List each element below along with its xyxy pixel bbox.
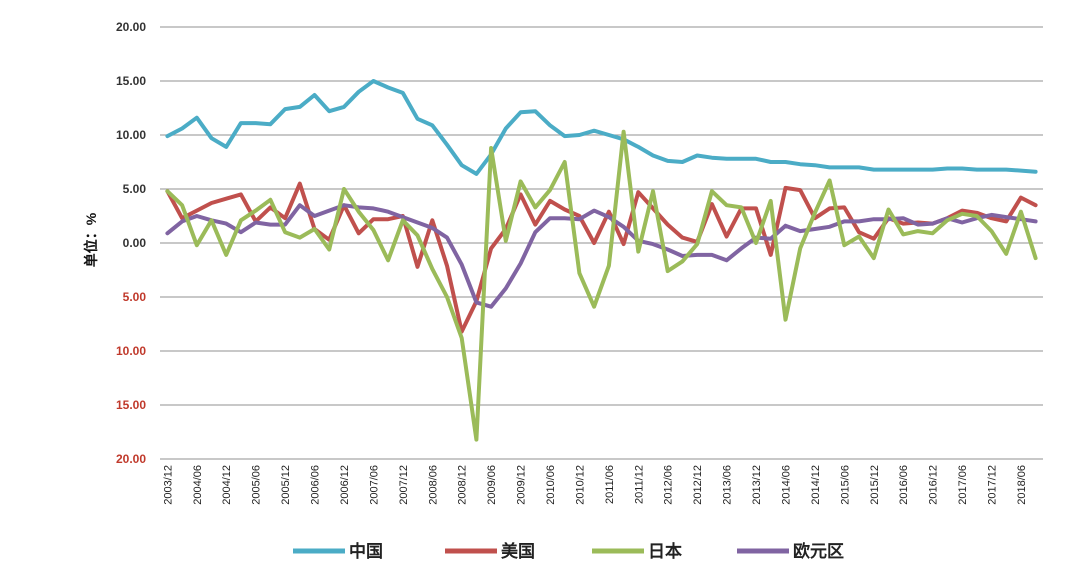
x-tick-label: 2014/12 bbox=[810, 465, 822, 505]
y-tick-label: 15.00 bbox=[116, 74, 146, 88]
legend: 中国 美国 日本 欧元区 bbox=[293, 541, 844, 561]
x-tick-label: 2004/12 bbox=[221, 465, 233, 505]
y-tick-label: 10.00 bbox=[116, 128, 146, 142]
series-line-0 bbox=[165, 79, 1038, 176]
y-tick-label: 5.00 bbox=[123, 182, 147, 196]
x-tick-label: 2018/06 bbox=[1016, 465, 1028, 505]
x-tick-label: 2009/06 bbox=[486, 465, 498, 505]
x-tick-label: 2017/12 bbox=[986, 465, 998, 505]
y-tick-label: 15.00 bbox=[116, 398, 146, 412]
series-lines bbox=[165, 79, 1038, 442]
x-tick-label: 2012/12 bbox=[692, 465, 704, 505]
x-tick-label: 2009/12 bbox=[516, 465, 528, 505]
x-axis-ticks: 2003/12 2004/06 2004/12 2005/06 2005/12 2006/… bbox=[162, 465, 1028, 505]
series-line-3 bbox=[165, 203, 1038, 309]
x-tick-label: 2008/06 bbox=[427, 465, 439, 505]
x-tick-label: 2006/06 bbox=[310, 465, 322, 505]
x-tick-label: 2011/06 bbox=[604, 465, 616, 504]
x-tick-label: 2016/06 bbox=[898, 465, 910, 505]
x-tick-label: 2004/06 bbox=[192, 465, 204, 505]
legend-label: 中国 bbox=[349, 541, 383, 561]
y-tick-label: 20.00 bbox=[116, 452, 146, 466]
x-tick-label: 2013/12 bbox=[751, 465, 763, 505]
legend-label: 美国 bbox=[501, 541, 535, 561]
x-tick-label: 2017/06 bbox=[957, 465, 969, 505]
x-tick-label: 2015/06 bbox=[839, 465, 851, 505]
y-axis-ticks: 20.00 15.00 10.00 5.00 0.00 5.00 10.00 15.00 20.… bbox=[116, 20, 146, 466]
legend-label: 日本 bbox=[648, 541, 682, 561]
x-tick-label: 2015/12 bbox=[869, 465, 881, 505]
x-tick-label: 2007/12 bbox=[398, 465, 410, 505]
x-tick-label: 2011/12 bbox=[633, 465, 645, 504]
grid-lines bbox=[160, 26, 1043, 460]
y-tick-label: 0.00 bbox=[123, 236, 147, 250]
x-tick-label: 2012/06 bbox=[663, 465, 675, 505]
y-tick-label: 5.00 bbox=[123, 290, 147, 304]
x-tick-label: 2006/12 bbox=[339, 465, 351, 505]
series-line-2 bbox=[165, 129, 1038, 442]
x-tick-label: 2005/12 bbox=[280, 465, 292, 505]
x-tick-label: 2008/12 bbox=[457, 465, 469, 505]
y-axis-label: 单位：% bbox=[83, 212, 99, 267]
x-tick-label: 2003/12 bbox=[162, 465, 174, 505]
x-tick-label: 2010/12 bbox=[574, 465, 586, 505]
x-tick-label: 2010/06 bbox=[545, 465, 557, 505]
x-tick-label: 2016/12 bbox=[928, 465, 940, 505]
x-tick-label: 2014/06 bbox=[780, 465, 792, 505]
x-tick-label: 2013/06 bbox=[722, 465, 734, 505]
y-tick-label: 20.00 bbox=[116, 20, 146, 34]
x-tick-label: 2005/06 bbox=[251, 465, 263, 505]
x-tick-label: 2007/06 bbox=[368, 465, 380, 505]
y-tick-label: 10.00 bbox=[116, 344, 146, 358]
legend-label: 欧元区 bbox=[793, 541, 844, 561]
